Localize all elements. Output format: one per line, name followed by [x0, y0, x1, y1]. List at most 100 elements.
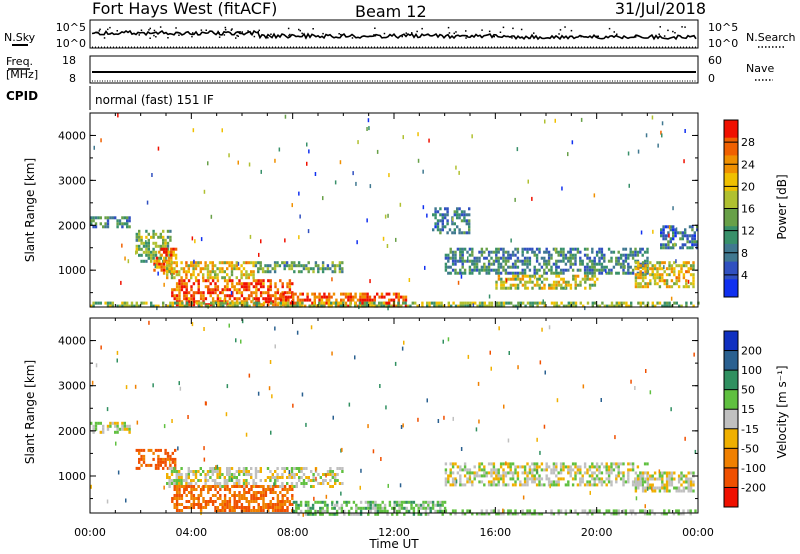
echo-cell: [663, 304, 666, 308]
echo-cell: [660, 243, 663, 247]
echo-cell: [502, 471, 505, 475]
echo-cell: [687, 279, 690, 284]
echo-cell: [677, 509, 680, 513]
echo-cell: [121, 421, 124, 425]
echo-cell: [538, 250, 541, 254]
echo-cell: [186, 301, 189, 305]
noise-search-point: [580, 35, 582, 38]
echo-cell: [644, 489, 647, 493]
echo-cell: [646, 483, 650, 487]
echo-cell: [463, 213, 466, 217]
echo-cell: [253, 301, 256, 305]
echo-cell: [693, 352, 695, 357]
echo-cell: [581, 259, 584, 264]
echo-cell: [169, 457, 172, 461]
echo-cell: [313, 295, 316, 299]
echo-cell: [171, 419, 173, 423]
echo-cell: [478, 271, 481, 275]
echo-cell: [667, 509, 671, 513]
echo-cell: [508, 351, 510, 355]
echo-cell: [569, 468, 572, 472]
echo-cell: [484, 264, 486, 269]
echo-cell: [499, 265, 503, 269]
echo-cell: [509, 253, 512, 257]
echo-cell: [269, 470, 272, 473]
echo-cell: [497, 247, 500, 251]
echo-cell: [625, 301, 628, 305]
echo-cell: [471, 512, 474, 516]
echo-cell: [168, 267, 171, 271]
echo-cell: [190, 301, 194, 305]
echo-cell: [384, 214, 387, 219]
echo-cell: [688, 234, 692, 238]
echo-cell: [238, 297, 241, 301]
echo-cell: [610, 271, 613, 275]
echo-cell: [288, 285, 292, 289]
echo-cell: [197, 503, 200, 506]
echo-cell: [218, 270, 222, 274]
echo-cell: [238, 301, 242, 305]
echo-cell: [690, 301, 693, 305]
echo-cell: [656, 477, 659, 481]
echo-cell: [174, 457, 177, 461]
echo-cell: [531, 480, 534, 484]
echo-cell: [641, 477, 644, 481]
echo-cell: [180, 503, 184, 506]
echo-cell: [670, 270, 674, 274]
echo-cell: [533, 250, 536, 254]
echo-cell: [323, 509, 327, 513]
echo-cell: [180, 279, 184, 283]
echo-cell: [350, 512, 353, 516]
echo-cell: [178, 288, 181, 292]
echo-cell: [286, 506, 289, 509]
echo-cell: [533, 480, 536, 484]
echo-cell: [478, 268, 481, 272]
echo-cell: [447, 337, 450, 342]
echo-cell: [152, 383, 154, 388]
echo-cell: [167, 256, 171, 260]
echo-cell: [190, 285, 193, 289]
noise-search-point: [426, 33, 429, 36]
echo-cell: [245, 467, 248, 470]
echo-cell: [350, 506, 353, 510]
echo-cell: [661, 133, 663, 138]
echo-cell: [617, 509, 620, 513]
echo-cell: [254, 482, 258, 485]
echo-cell: [593, 256, 596, 260]
echo-cell: [364, 298, 367, 302]
echo-cell: [247, 276, 250, 280]
echo-cell: [274, 282, 277, 286]
echo-cell: [166, 457, 170, 461]
echo-cell: [634, 273, 638, 277]
echo-cell: [194, 261, 198, 265]
echo-cell: [162, 244, 165, 248]
echo-cell: [175, 288, 179, 292]
echo-cell: [461, 512, 464, 516]
noise-search-point: [453, 32, 455, 35]
echo-cell: [379, 384, 381, 388]
echo-cell: [111, 421, 114, 425]
echo-cell: [128, 430, 131, 434]
echo-cell: [292, 295, 295, 299]
echo-cell: [142, 241, 146, 245]
echo-cell: [610, 250, 613, 254]
echo-cell: [680, 489, 683, 493]
echo-cell: [298, 304, 302, 308]
echo-cell: [545, 477, 548, 481]
echo-cell: [128, 216, 131, 220]
echo-cell: [689, 480, 693, 484]
echo-cell: [254, 467, 258, 470]
echo-cell: [174, 256, 178, 260]
echo-cell: [461, 509, 464, 513]
echo-cell: [114, 216, 117, 220]
echo-cell: [292, 301, 295, 305]
echo-cell: [156, 306, 158, 311]
echo-cell: [619, 265, 623, 269]
echo-cell: [694, 449, 697, 454]
echo-cell: [617, 262, 620, 266]
echo-cell: [187, 415, 189, 419]
echo-cell: [492, 262, 496, 266]
echo-cell: [140, 463, 143, 467]
echo-cell: [661, 267, 664, 271]
echo-cell: [166, 273, 169, 277]
